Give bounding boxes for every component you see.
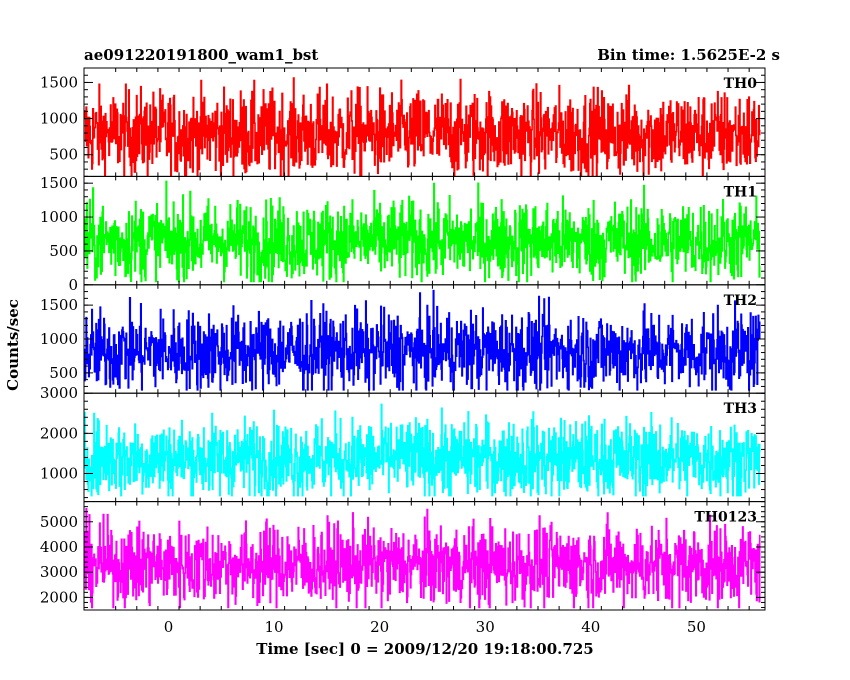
series-line-th0123 [84, 507, 761, 609]
series-line-th2 [84, 289, 761, 391]
y-tick-label: 3000 [40, 563, 78, 581]
x-tick-label: 30 [476, 618, 495, 636]
y-tick-label: 3000 [40, 384, 78, 402]
panel-th2: 500 1000 1500 TH2 [40, 284, 766, 394]
y-tick-label: 1000 [40, 208, 78, 226]
series-line-th3 [84, 403, 761, 497]
y-tick-label: 1000 [40, 464, 78, 482]
panel-th1: 0 500 1000 1500 TH1 [40, 174, 766, 294]
series-label-th1: TH1 [724, 184, 757, 200]
y-tick-label: 4000 [40, 538, 78, 556]
y-tick-label: 2000 [40, 588, 78, 606]
series-label-th3: TH3 [724, 401, 757, 417]
series-label-th0: TH0 [724, 76, 758, 92]
y-tick-label: 1500 [40, 174, 78, 192]
chart-title-right: Bin time: 1.5625E-2 s [597, 46, 780, 64]
series-label-th0123: TH0123 [694, 510, 757, 526]
panel-frame [83, 501, 766, 611]
series-line-th1 [84, 180, 761, 283]
x-tick-label: 40 [581, 618, 600, 636]
panel-th3: 1000 2000 3000 TH3 [40, 384, 766, 503]
x-tick-label: 10 [264, 618, 283, 636]
y-axis-title: Counts/sec [4, 299, 22, 391]
y-tick-label: 500 [49, 364, 78, 382]
y-tick-label: 1000 [40, 330, 78, 348]
chart-title-left: ae091220191800_wam1_bst [84, 46, 318, 64]
x-axis-title: Time [sec] 0 = 2009/12/20 19:18:00.725 [256, 640, 593, 658]
y-tick-label: 2000 [40, 424, 78, 442]
x-tick-label: 50 [687, 618, 706, 636]
x-tick-label: 0 [164, 618, 174, 636]
y-tick-label: 500 [49, 242, 78, 260]
panel-th0: 500 1000 1500 TH0 [40, 67, 766, 177]
y-tick-label: 1500 [40, 296, 78, 314]
x-tick-label: 20 [370, 618, 389, 636]
y-tick-label: 0 [68, 276, 78, 294]
panel-th0123: 2000 3000 4000 5000 TH0123 [40, 501, 766, 611]
series-label-th2: TH2 [724, 293, 757, 309]
y-tick-label: 5000 [40, 513, 78, 531]
series-line-th0 [84, 77, 761, 177]
y-tick-label: 1500 [40, 73, 78, 91]
y-tick-label: 1000 [40, 110, 78, 128]
y-tick-label: 500 [49, 146, 78, 164]
